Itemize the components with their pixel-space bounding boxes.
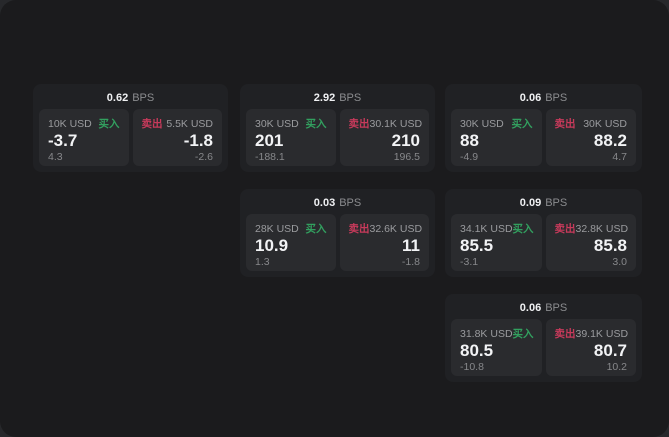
- sell-quote-tile[interactable]: 卖出 32.8K USD 85.8 3.0: [545, 214, 636, 271]
- spread-header: 0.03 BPS: [246, 194, 429, 212]
- buy-quote-tile[interactable]: 30K USD 买入 88 -4.9: [451, 109, 542, 166]
- sell-price: 210: [391, 131, 420, 150]
- spread-header: 0.62 BPS: [39, 89, 222, 107]
- spread-header: 2.92 BPS: [246, 89, 429, 107]
- buy-price: 88: [460, 131, 479, 150]
- buy-tag[interactable]: 买入: [305, 223, 327, 235]
- quote-card: 2.92 BPS 30K USD 买入 201 -188.1 卖出 30.1K …: [240, 84, 435, 172]
- buy-delta: -4.9: [460, 151, 479, 163]
- bps-unit-label: BPS: [545, 302, 568, 314]
- quote-pair: 31.8K USD 买入 80.5 -10.8 卖出 39.1K USD 80.…: [451, 319, 636, 376]
- buy-tag[interactable]: 买入: [512, 328, 534, 340]
- buy-price: 80.5: [460, 341, 494, 360]
- sell-tag[interactable]: 卖出: [348, 223, 370, 235]
- buy-size-label: 31.8K USD: [460, 327, 513, 340]
- sell-delta: 3.0: [612, 256, 627, 268]
- spread-value: 2.92: [313, 92, 336, 104]
- sell-size-label: 30K USD: [583, 117, 627, 130]
- quote-card: 0.62 BPS 10K USD 买入 -3.7 4.3 卖出 5.5K USD…: [33, 84, 228, 172]
- sell-quote-tile[interactable]: 卖出 30K USD 88.2 4.7: [545, 109, 636, 166]
- buy-delta: -3.1: [460, 256, 479, 268]
- quote-card: 0.06 BPS 30K USD 买入 88 -4.9 卖出 30K USD 8…: [445, 84, 642, 172]
- buy-delta: 4.3: [48, 151, 63, 163]
- buy-quote-tile[interactable]: 28K USD 买入 10.9 1.3: [246, 214, 336, 271]
- sell-size-label: 30.1K USD: [369, 117, 423, 130]
- sell-quote-tile[interactable]: 卖出 5.5K USD -1.8 -2.6: [132, 109, 222, 166]
- buy-delta: 1.3: [255, 256, 270, 268]
- spread-value: 0.06: [519, 92, 542, 104]
- sell-size-label: 5.5K USD: [166, 117, 213, 130]
- bps-unit-label: BPS: [132, 92, 155, 104]
- buy-price: 85.5: [460, 236, 494, 255]
- buy-quote-tile[interactable]: 30K USD 买入 201 -188.1: [246, 109, 336, 166]
- quote-pair: 30K USD 买入 88 -4.9 卖出 30K USD 88.2 4.7: [451, 109, 636, 166]
- buy-size-label: 10K USD: [48, 117, 92, 130]
- spread-value: 0.03: [313, 197, 336, 209]
- sell-delta: -2.6: [194, 151, 213, 163]
- buy-delta: -10.8: [460, 361, 484, 373]
- quote-pair: 30K USD 买入 201 -188.1 卖出 30.1K USD 210 1…: [246, 109, 429, 166]
- quote-pair: 10K USD 买入 -3.7 4.3 卖出 5.5K USD -1.8 -2.…: [39, 109, 222, 166]
- sell-price: 85.8: [593, 236, 627, 255]
- bps-unit-label: BPS: [339, 92, 362, 104]
- quote-card: 0.09 BPS 34.1K USD 买入 85.5 -3.1 卖出 32.8K…: [445, 189, 642, 277]
- sell-size-label: 39.1K USD: [575, 327, 629, 340]
- spread-value: 0.09: [519, 197, 542, 209]
- sell-delta: 10.2: [606, 361, 627, 373]
- sell-price: 88.2: [593, 131, 627, 150]
- buy-quote-tile[interactable]: 31.8K USD 买入 80.5 -10.8: [451, 319, 542, 376]
- quote-pair: 28K USD 买入 10.9 1.3 卖出 32.6K USD 11 -1.8: [246, 214, 429, 271]
- bps-unit-label: BPS: [545, 197, 568, 209]
- sell-size-label: 32.8K USD: [575, 222, 629, 235]
- buy-tag[interactable]: 买入: [511, 118, 533, 130]
- sell-quote-tile[interactable]: 卖出 32.6K USD 11 -1.8: [339, 214, 429, 271]
- sell-tag[interactable]: 卖出: [348, 118, 370, 130]
- sell-price: 11: [402, 236, 420, 255]
- sell-quote-tile[interactable]: 卖出 39.1K USD 80.7 10.2: [545, 319, 636, 376]
- buy-size-label: 28K USD: [255, 222, 299, 235]
- quote-pair: 34.1K USD 买入 85.5 -3.1 卖出 32.8K USD 85.8…: [451, 214, 636, 271]
- bps-unit-label: BPS: [545, 92, 568, 104]
- quote-card: 0.03 BPS 28K USD 买入 10.9 1.3 卖出 32.6K US…: [240, 189, 435, 277]
- sell-price: 80.7: [593, 341, 627, 360]
- quote-card: 0.06 BPS 31.8K USD 买入 80.5 -10.8 卖出 39.1…: [445, 294, 642, 382]
- buy-quote-tile[interactable]: 10K USD 买入 -3.7 4.3: [39, 109, 129, 166]
- buy-quote-tile[interactable]: 34.1K USD 买入 85.5 -3.1: [451, 214, 542, 271]
- sell-price: -1.8: [183, 131, 213, 150]
- sell-delta: 4.7: [612, 151, 627, 163]
- sell-delta: 196.5: [393, 151, 420, 163]
- sell-tag[interactable]: 卖出: [554, 223, 576, 235]
- buy-price: 10.9: [255, 236, 289, 255]
- sell-quote-tile[interactable]: 卖出 30.1K USD 210 196.5: [339, 109, 429, 166]
- buy-price: 201: [255, 131, 284, 150]
- buy-size-label: 34.1K USD: [460, 222, 513, 235]
- sell-tag[interactable]: 卖出: [554, 118, 576, 130]
- sell-tag[interactable]: 卖出: [141, 118, 163, 130]
- buy-tag[interactable]: 买入: [305, 118, 327, 130]
- buy-size-label: 30K USD: [255, 117, 299, 130]
- spread-header: 0.06 BPS: [451, 89, 636, 107]
- sell-size-label: 32.6K USD: [369, 222, 423, 235]
- buy-delta: -188.1: [255, 151, 285, 163]
- spread-header: 0.06 BPS: [451, 299, 636, 317]
- sell-delta: -1.8: [401, 256, 420, 268]
- buy-size-label: 30K USD: [460, 117, 504, 130]
- spread-value: 0.62: [106, 92, 129, 104]
- buy-price: -3.7: [48, 131, 78, 150]
- bps-unit-label: BPS: [339, 197, 362, 209]
- sell-tag[interactable]: 卖出: [554, 328, 576, 340]
- spread-header: 0.09 BPS: [451, 194, 636, 212]
- spread-value: 0.06: [519, 302, 542, 314]
- buy-tag[interactable]: 买入: [98, 118, 120, 130]
- buy-tag[interactable]: 买入: [512, 223, 534, 235]
